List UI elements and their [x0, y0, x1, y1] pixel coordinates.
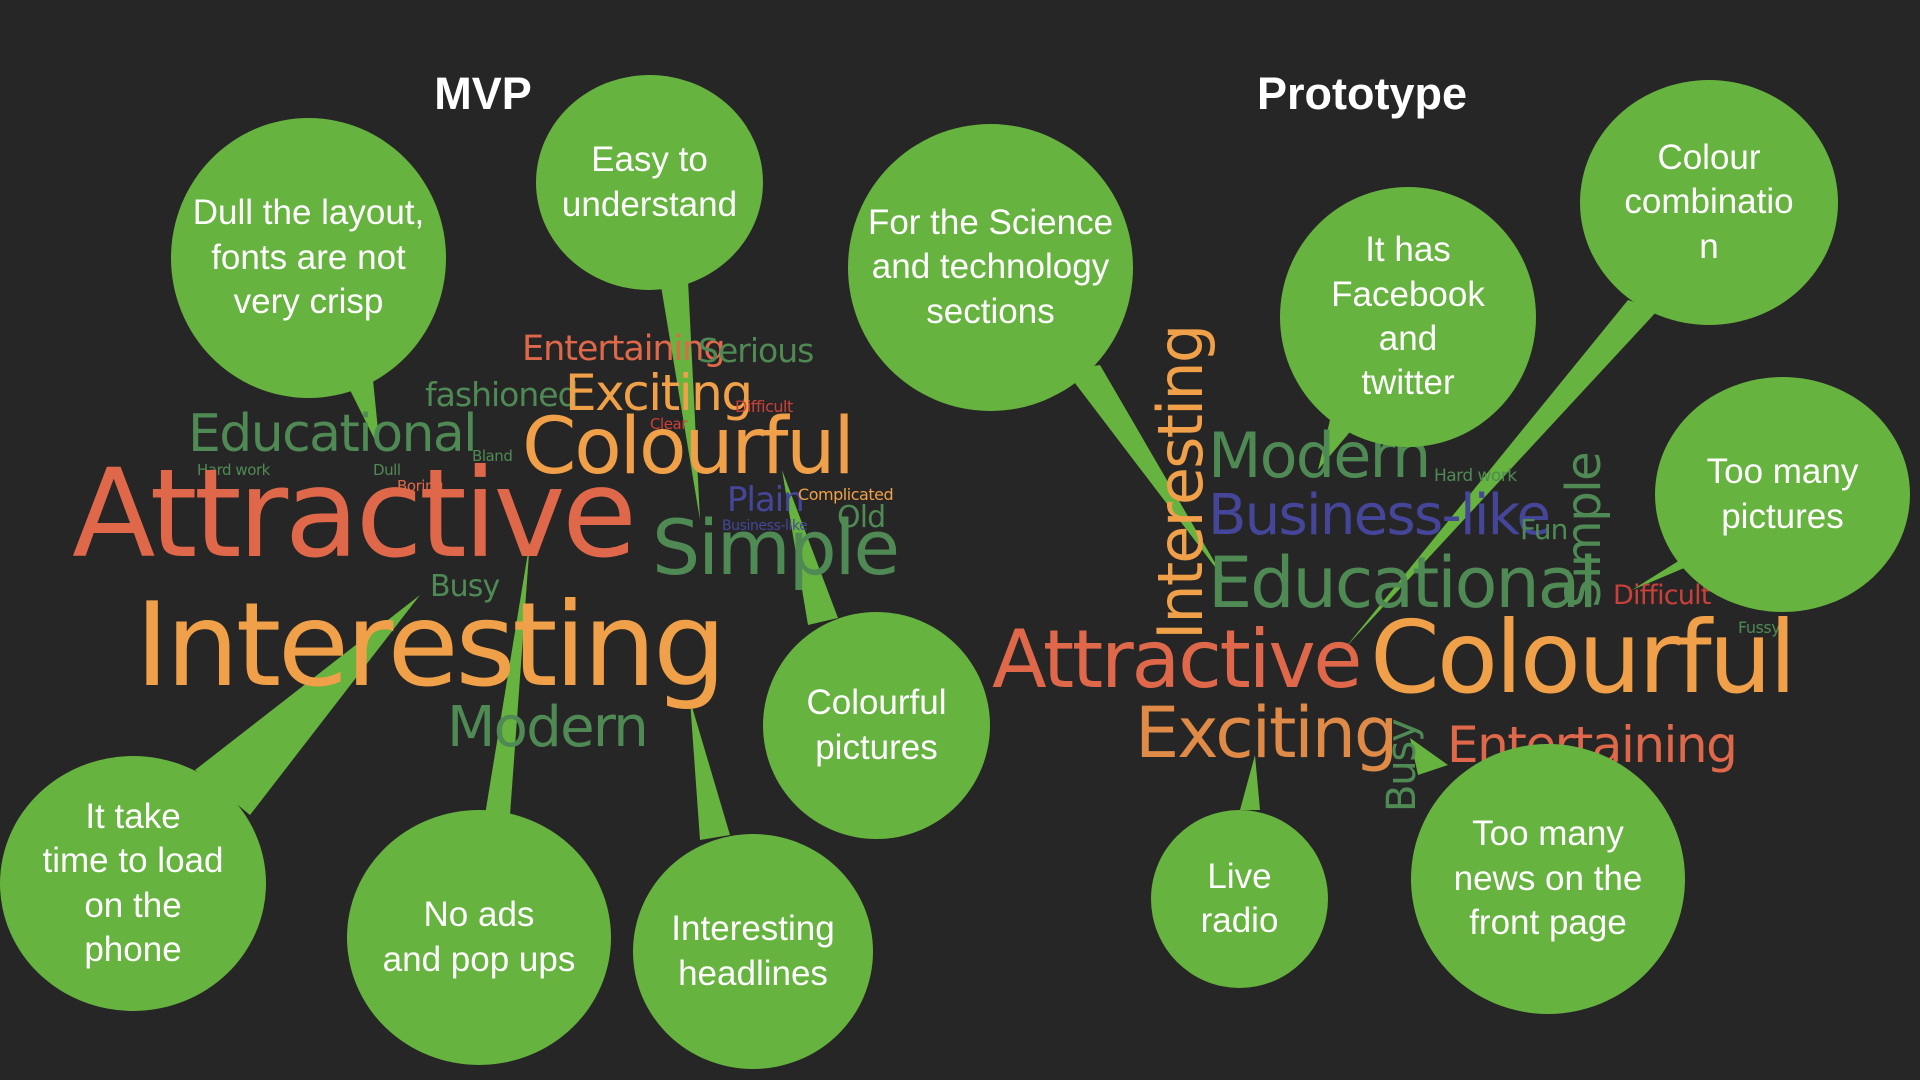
- bubble-too-many-news: Too many news on the front page: [1411, 744, 1685, 1014]
- mvp-word-serious: Serious: [698, 331, 814, 370]
- bubble-live-radio: Live radio: [1151, 810, 1328, 988]
- prototype-word-exciting: Exciting: [1135, 692, 1398, 774]
- prototype-word-business-like: Business-like: [1208, 483, 1551, 548]
- mvp-word-boring: Boring: [397, 477, 444, 495]
- prototype-word-difficult: Difficult: [1613, 580, 1711, 611]
- mvp-word-difficult: Difficult: [735, 397, 793, 416]
- mvp-word-entertaining: Entertaining: [522, 329, 726, 369]
- prototype-word-fussy: Fussy: [1738, 618, 1781, 637]
- mvp-word-clear: Clear: [650, 415, 687, 433]
- tail-interesting-headlines: [690, 700, 730, 840]
- mvp-word-plain: Plain: [727, 480, 805, 520]
- mvp-word-hard-work: Hard work: [197, 461, 270, 479]
- mvp-word-dull: Dull: [373, 461, 401, 479]
- bubble-load-time: It take time to load on the phone: [0, 756, 266, 1011]
- mvp-word-bland: Bland: [472, 447, 513, 465]
- tail-load-time: [195, 595, 420, 815]
- mvp-heading: MVP: [434, 68, 532, 119]
- bubble-interesting-headlines: Interesting headlines: [633, 834, 873, 1069]
- mvp-word-complicated: Complicated: [798, 485, 894, 504]
- bubble-no-ads: No ads and pop ups: [347, 810, 611, 1065]
- tail-live-radio: [1240, 755, 1260, 810]
- tail-too-many-news: [1410, 738, 1448, 775]
- bubble-too-many-pictures: Too many pictures: [1655, 377, 1910, 612]
- tail-colour-combination: [1345, 300, 1658, 648]
- mvp-word-modern: Modern: [447, 695, 649, 760]
- tail-colourful-pictures: [782, 470, 838, 625]
- bubble-facebook-twitter: It has Facebook and twitter: [1280, 187, 1536, 447]
- mvp-word-educational: Educational: [188, 404, 478, 464]
- bubble-dull-layout: Dull the layout, fonts are not very cris…: [171, 118, 446, 398]
- tail-no-ads: [485, 540, 530, 815]
- bubble-colour-combination: Colour combinatio n: [1580, 80, 1838, 325]
- mvp-word-exciting: Exciting: [565, 364, 753, 422]
- mvp-word-simple: Simple: [652, 503, 900, 592]
- bubble-easy-to-understand: Easy to understand: [536, 75, 763, 290]
- prototype-word-colourful: Colourful: [1370, 599, 1797, 716]
- mvp-word-fashioned: fashioned: [425, 375, 579, 414]
- prototype-heading: Prototype: [1256, 68, 1468, 119]
- prototype-word-attractive: Attractive: [992, 613, 1363, 706]
- prototype-word-fun: Fun: [1520, 513, 1568, 546]
- mvp-word-attractive: Attractive: [72, 443, 637, 585]
- prototype-word-interesting: Interesting: [1144, 325, 1217, 640]
- mvp-word-old: Old: [837, 500, 886, 535]
- mvp-word-colourful: Colourful: [522, 402, 855, 492]
- mvp-word-busy: Busy: [430, 569, 500, 604]
- prototype-word-hard-work: Hard work: [1434, 466, 1517, 486]
- mvp-word-interesting: Interesting: [135, 578, 727, 713]
- tail-science-tech: [1065, 365, 1225, 580]
- prototype-word-busy: Busy: [1379, 719, 1425, 812]
- bubble-science-tech: For the Science and technology sections: [848, 124, 1133, 411]
- prototype-word-educational: Educational: [1208, 542, 1598, 624]
- bubble-colourful-pictures: Colourful pictures: [763, 612, 990, 839]
- mvp-word-business-like: Business-like: [722, 518, 808, 534]
- tail-easy-to-understand: [660, 280, 700, 520]
